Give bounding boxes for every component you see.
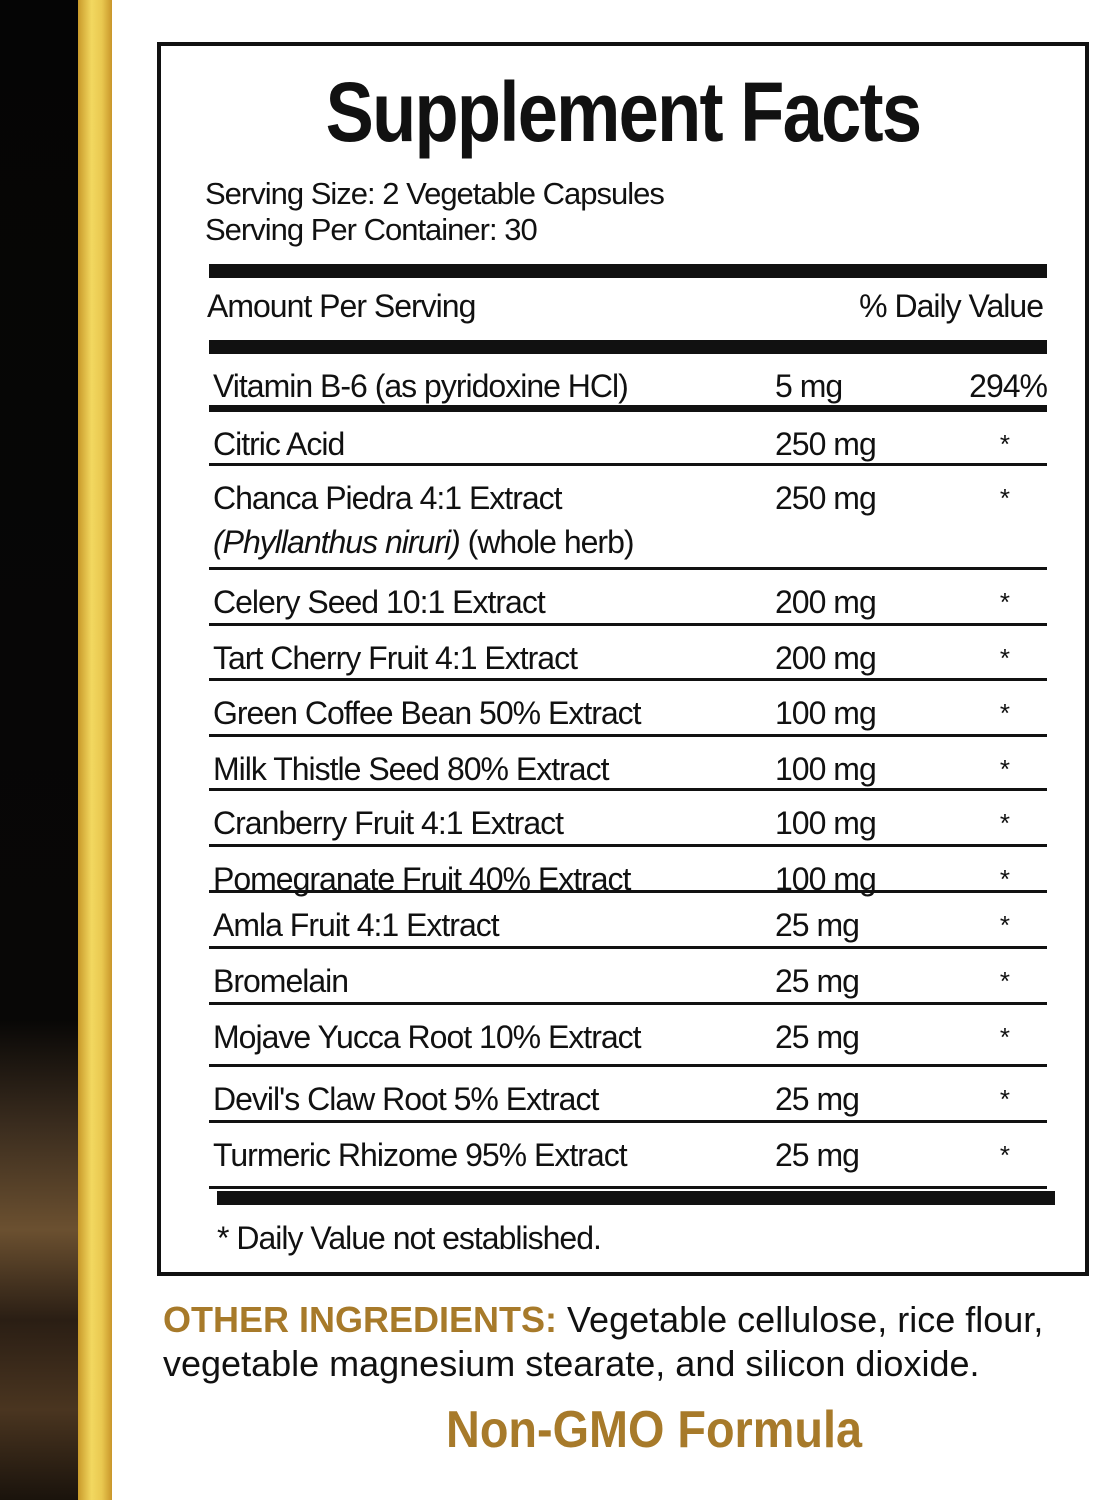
nutrient-amount: 100 mg <box>775 861 877 897</box>
nutrient-daily-value: * <box>999 754 1010 784</box>
nutrient-row: Cranberry Fruit 4:1 Extract 100 mg * <box>209 791 1047 847</box>
nutrient-amount: 25 mg <box>775 907 860 943</box>
nutrient-amount: 25 mg <box>775 963 860 999</box>
nutrient-daily-value: * <box>999 1140 1010 1170</box>
panel-title: Supplement Facts <box>325 65 922 159</box>
nutrient-daily-value: * <box>999 864 1010 894</box>
nutrient-row: Celery Seed 10:1 Extract 200 mg * <box>209 570 1047 626</box>
nutrient-daily-value: * <box>999 643 1010 673</box>
nutrient-row: Pomegranate Fruit 40% Extract 100 mg * <box>209 847 1047 897</box>
nutrient-name: Cranberry Fruit 4:1 Extract <box>213 805 564 841</box>
nutrient-note: (whole herb) <box>459 524 635 560</box>
nutrient-row: Amla Fruit 4:1 Extract 25 mg * <box>209 893 1047 949</box>
nutrient-name: Citric Acid <box>213 426 345 462</box>
nutrient-amount: 100 mg <box>775 695 877 731</box>
nutrient-daily-value: * <box>999 1084 1010 1114</box>
nutrient-amount: 25 mg <box>775 1137 860 1173</box>
nutrient-amount: 25 mg <box>775 1019 860 1055</box>
decorative-gold-strip <box>78 0 112 1500</box>
nutrient-daily-value: * <box>999 698 1010 728</box>
nutrient-amount: 25 mg <box>775 1081 860 1117</box>
other-ingredients: OTHER INGREDIENTS: Vegetable cellulose, … <box>163 1298 1098 1386</box>
nutrient-name: Amla Fruit 4:1 Extract <box>213 907 500 943</box>
supplement-facts-panel: Supplement Facts Serving Size: 2 Vegetab… <box>157 42 1089 1276</box>
nutrient-row: Milk Thistle Seed 80% Extract 100 mg * <box>209 737 1047 791</box>
footnote: * Daily Value not established. <box>217 1220 602 1256</box>
servings-per-container: Serving Per Container: 30 <box>205 212 538 247</box>
nutrient-amount: 5 mg <box>775 368 843 404</box>
nutrient-amount: 250 mg <box>775 426 877 462</box>
nutrient-name: Celery Seed 10:1 Extract <box>213 584 546 620</box>
nutrient-row: Bromelain 25 mg * <box>209 949 1047 1005</box>
nutrient-row: Turmeric Rhizome 95% Extract 25 mg * <box>209 1123 1047 1189</box>
nutrient-amount: 100 mg <box>775 751 877 787</box>
nutrient-row: Citric Acid 250 mg * <box>209 412 1047 466</box>
nutrient-daily-value: * <box>999 808 1010 838</box>
nutrient-daily-value: * <box>999 483 1010 513</box>
thick-divider <box>217 1191 1055 1205</box>
nutrient-row: Green Coffee Bean 50% Extract 100 mg * <box>209 681 1047 737</box>
nutrient-amount: 200 mg <box>775 584 877 620</box>
nutrient-name: Green Coffee Bean 50% Extract <box>213 695 642 731</box>
nutrient-name: Chanca Piedra 4:1 Extract (Phyllanthus ni… <box>213 480 635 560</box>
thick-divider <box>209 340 1047 354</box>
daily-value-header: % Daily Value <box>859 288 1044 324</box>
non-gmo-badge: Non-GMO Formula <box>446 1401 862 1459</box>
nutrient-row: Tart Cherry Fruit 4:1 Extract 200 mg * <box>209 626 1047 681</box>
nutrient-name: Vitamin B-6 (as pyridoxine HCl) <box>213 368 629 404</box>
nutrient-name: Turmeric Rhizome 95% Extract <box>213 1137 628 1173</box>
nutrient-row: Vitamin B-6 (as pyridoxine HCl) 5 mg 294% <box>209 354 1048 412</box>
nutrient-name: Tart Cherry Fruit 4:1 Extract <box>213 640 578 676</box>
nutrient-amount: 250 mg <box>775 480 877 516</box>
serving-size: Serving Size: 2 Vegetable Capsules <box>205 176 665 211</box>
nutrient-daily-value: * <box>999 1022 1010 1052</box>
decorative-dark-strip <box>0 0 78 1500</box>
nutrient-name: Bromelain <box>213 963 349 999</box>
nutrient-amount: 100 mg <box>775 805 877 841</box>
nutrient-latin-name: (Phyllanthus niruri) <box>213 524 461 560</box>
nutrient-row: Mojave Yucca Root 10% Extract 25 mg * <box>209 1005 1047 1067</box>
amount-per-serving-header: Amount Per Serving <box>207 288 476 324</box>
nutrient-name: Mojave Yucca Root 10% Extract <box>213 1019 642 1055</box>
nutrient-daily-value: * <box>999 587 1010 617</box>
other-ingredients-label: OTHER INGREDIENTS: <box>163 1299 558 1340</box>
nutrient-daily-value: * <box>999 966 1010 996</box>
nutrient-row: Chanca Piedra 4:1 Extract (Phyllanthus ni… <box>209 466 1047 570</box>
nutrient-daily-value: 294% <box>969 368 1048 404</box>
nutrient-name: Pomegranate Fruit 40% Extract <box>213 861 631 897</box>
nutrient-daily-value: * <box>999 429 1010 459</box>
nutrient-row: Devil's Claw Root 5% Extract 25 mg * <box>209 1067 1047 1123</box>
other-ingredients-text: Vegetable cellulose, rice flour, vegetab… <box>163 1299 1044 1384</box>
nutrient-name: Milk Thistle Seed 80% Extract <box>213 751 609 787</box>
nutrient-name: Devil's Claw Root 5% Extract <box>213 1081 599 1117</box>
nutrient-amount: 200 mg <box>775 640 877 676</box>
thick-divider <box>209 264 1047 278</box>
nutrient-daily-value: * <box>999 910 1010 940</box>
